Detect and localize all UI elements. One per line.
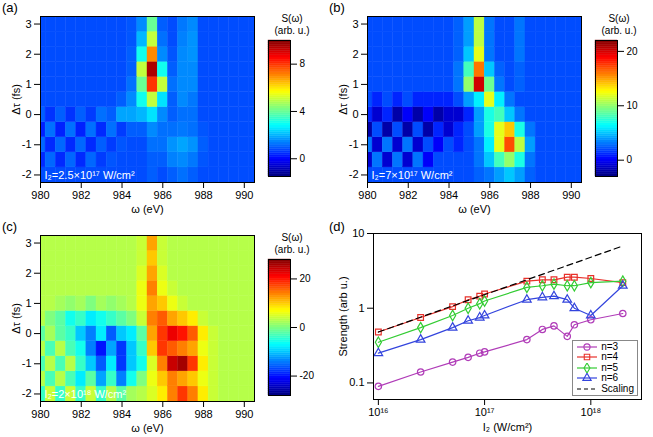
svg-text:-1: -1 <box>22 357 32 369</box>
svg-text:3: 3 <box>25 237 31 249</box>
svg-text:990: 990 <box>235 408 253 420</box>
svg-text:3: 3 <box>25 18 31 30</box>
svg-text:Δτ (fs): Δτ (fs) <box>337 84 349 115</box>
svg-text:2: 2 <box>25 267 31 279</box>
svg-text:0: 0 <box>627 154 633 165</box>
html-text:(arb. u.): (arb. u.) <box>274 25 310 36</box>
svg-text:ω (eV): ω (eV) <box>131 422 163 434</box>
svg-text:0.1: 0.1 <box>349 376 364 388</box>
svg-text:10¹⁶: 10¹⁶ <box>368 406 388 418</box>
html-text:S(ω): S(ω) <box>608 13 630 24</box>
svg-text:ω (eV): ω (eV) <box>131 203 163 215</box>
svg-text:988: 988 <box>194 408 212 420</box>
html-text:(arb. u.): (arb. u.) <box>601 25 637 36</box>
html-text:S(ω): S(ω) <box>281 13 303 24</box>
svg-text:980: 980 <box>31 408 49 420</box>
svg-text:-1: -1 <box>22 138 32 150</box>
svg-text:10: 10 <box>352 227 364 239</box>
svg-text:10¹⁷: 10¹⁷ <box>475 406 495 418</box>
svg-text:0: 0 <box>25 108 31 120</box>
svg-text:980: 980 <box>31 189 49 201</box>
svg-text:2: 2 <box>352 48 358 60</box>
svg-text:3: 3 <box>352 18 358 30</box>
svg-text:0: 0 <box>300 322 306 333</box>
svg-text:10¹⁸: 10¹⁸ <box>581 406 602 418</box>
svg-text:984: 984 <box>113 189 131 201</box>
html-text:n=3: n=3 <box>601 340 619 352</box>
svg-text:990: 990 <box>235 189 253 201</box>
svg-text:1: 1 <box>25 78 31 90</box>
html-text:n=5: n=5 <box>601 361 619 373</box>
html-text:(d): (d) <box>329 219 345 234</box>
svg-text:Strength (arb u.): Strength (arb u.) <box>337 276 349 356</box>
svg-text:-20: -20 <box>300 370 315 381</box>
html-text:Scaling: Scaling <box>601 382 634 394</box>
svg-text:982: 982 <box>399 189 417 201</box>
svg-text:-2: -2 <box>349 168 359 180</box>
svg-text:20: 20 <box>627 46 639 57</box>
svg-text:I₂ (W/cm²): I₂ (W/cm²) <box>483 421 532 433</box>
svg-text:0: 0 <box>25 327 31 339</box>
svg-text:1: 1 <box>25 297 31 309</box>
svg-text:0: 0 <box>352 108 358 120</box>
svg-text:-2: -2 <box>22 387 32 399</box>
html-text:(a): (a) <box>2 0 18 15</box>
html-text:n=4: n=4 <box>601 351 619 362</box>
svg-text:I₂=2×10¹⁸ W/cm²: I₂=2×10¹⁸ W/cm² <box>45 388 127 400</box>
svg-text:-2: -2 <box>22 168 32 180</box>
svg-text:Δτ (fs): Δτ (fs) <box>10 84 22 115</box>
svg-text:988: 988 <box>194 189 212 201</box>
svg-text:982: 982 <box>72 408 90 420</box>
svg-text:986: 986 <box>154 408 172 420</box>
svg-text:-1: -1 <box>349 138 359 150</box>
svg-text:10: 10 <box>627 100 639 111</box>
svg-text:1: 1 <box>358 302 364 314</box>
svg-text:Δτ (fs): Δτ (fs) <box>10 303 22 334</box>
svg-text:ω (eV): ω (eV) <box>458 203 490 215</box>
html-text:S(ω): S(ω) <box>281 232 303 243</box>
svg-text:990: 990 <box>562 189 580 201</box>
svg-text:980: 980 <box>358 189 376 201</box>
svg-text:8: 8 <box>300 58 306 69</box>
svg-text:984: 984 <box>113 408 131 420</box>
html-text:n=6: n=6 <box>601 372 619 383</box>
svg-text:0: 0 <box>300 153 306 164</box>
svg-text:I₂=7×10¹⁷ W/cm²: I₂=7×10¹⁷ W/cm² <box>372 169 453 181</box>
svg-text:986: 986 <box>481 189 499 201</box>
svg-text:1: 1 <box>352 78 358 90</box>
svg-text:986: 986 <box>154 189 172 201</box>
svg-text:982: 982 <box>72 189 90 201</box>
svg-text:I₂=2.5×10¹⁷ W/cm²: I₂=2.5×10¹⁷ W/cm² <box>45 169 136 181</box>
svg-text:4: 4 <box>300 106 306 117</box>
svg-text:988: 988 <box>521 189 539 201</box>
html-text:(c): (c) <box>2 219 18 234</box>
html-text:(b): (b) <box>329 0 345 15</box>
html-text:(arb. u.): (arb. u.) <box>274 244 310 255</box>
svg-text:984: 984 <box>440 189 458 201</box>
svg-text:20: 20 <box>300 273 312 284</box>
svg-text:2: 2 <box>25 48 31 60</box>
